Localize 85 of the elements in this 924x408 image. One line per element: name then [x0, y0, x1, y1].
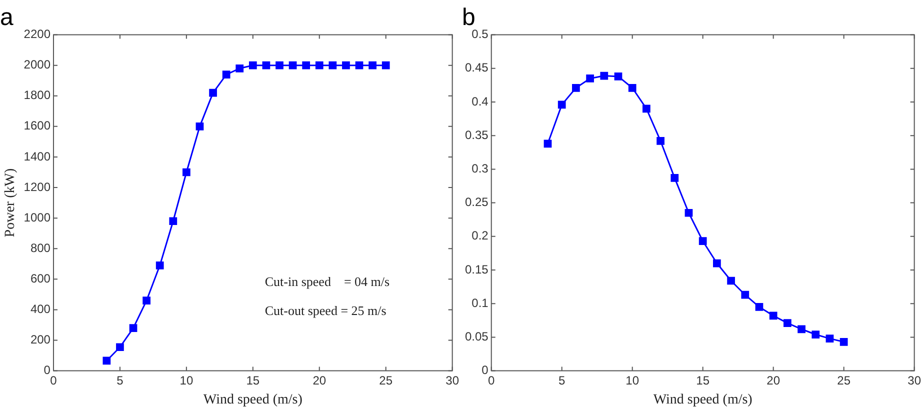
y-axis-title: Power (kW) — [3, 168, 18, 238]
y-tick-label: 0.2 — [472, 228, 489, 243]
y-tick-label: 400 — [30, 302, 51, 316]
point — [600, 72, 608, 80]
point — [248, 61, 257, 70]
annotation: Cut-in speed = 04 m/s — [264, 274, 390, 290]
point — [368, 61, 376, 70]
point — [288, 61, 297, 70]
y-tick-label: 1200 — [24, 180, 51, 194]
y-tick-label: 0.45 — [464, 60, 489, 75]
point — [196, 122, 204, 130]
point — [784, 319, 792, 328]
x-tick-label: 25 — [837, 373, 851, 388]
point — [328, 61, 337, 70]
y-tick-label: 600 — [30, 271, 51, 286]
point — [812, 330, 820, 338]
point — [642, 104, 650, 113]
x-tick-label: 25 — [379, 373, 393, 388]
x-tick-label: 5 — [116, 373, 124, 388]
point — [698, 237, 707, 246]
point — [355, 61, 364, 70]
y-tick-label: 200 — [30, 332, 51, 347]
point — [156, 261, 164, 270]
point — [713, 259, 721, 268]
point — [142, 296, 150, 304]
x-tick-label: 30 — [908, 373, 922, 388]
point — [586, 74, 594, 82]
y-tick-label: 800 — [30, 240, 51, 255]
point — [236, 64, 244, 72]
point — [558, 100, 566, 109]
point — [262, 61, 270, 70]
y-tick-label: 2000 — [24, 58, 51, 72]
x-tick-label: 15 — [696, 373, 710, 388]
y-tick-label: 0 — [482, 363, 489, 378]
point — [544, 140, 552, 148]
point — [382, 61, 390, 70]
point — [656, 137, 664, 145]
y-tick-label: 1400 — [24, 149, 51, 164]
point — [315, 61, 324, 70]
y-tick-label: 2200 — [24, 27, 51, 42]
y-tick-label: 0.35 — [464, 128, 489, 142]
point — [302, 61, 310, 70]
point — [684, 208, 693, 217]
y-tick-label: 0.15 — [464, 262, 489, 276]
point — [727, 276, 735, 285]
x-axis-title: Wind speed (m/s) — [653, 392, 753, 408]
y-tick-label: 0.5 — [472, 27, 489, 42]
point — [826, 334, 834, 342]
point — [129, 324, 138, 332]
point — [798, 325, 806, 334]
point — [276, 61, 284, 70]
x-tick-label: 20 — [312, 373, 326, 388]
chart-title: a — [0, 4, 14, 32]
point — [182, 168, 190, 176]
point — [116, 343, 124, 352]
x-tick-label: 5 — [558, 373, 566, 388]
point — [755, 303, 764, 311]
point — [102, 356, 111, 365]
y-tick-label: 0.25 — [464, 195, 489, 210]
point — [342, 61, 350, 70]
x-tick-label: 20 — [766, 373, 780, 388]
x-tick-label: 30 — [446, 373, 460, 388]
annotation: Cut-out speed = 25 m/s — [264, 303, 386, 318]
point — [840, 338, 848, 346]
point — [572, 84, 580, 92]
x-axis-title: Wind speed (m/s) — [203, 392, 303, 408]
point — [670, 174, 679, 182]
y-tick-label: 0.1 — [472, 296, 489, 310]
y-tick-label: 0.05 — [464, 330, 489, 344]
point — [628, 84, 636, 92]
y-tick-label: 0.4 — [472, 94, 489, 108]
point — [769, 312, 778, 320]
point — [614, 72, 622, 80]
point — [209, 88, 217, 97]
x-tick-label: 10 — [180, 373, 194, 388]
y-tick-label: 0 — [44, 363, 51, 378]
point — [169, 217, 178, 226]
point — [222, 70, 230, 78]
y-tick-label: 1800 — [24, 88, 51, 102]
y-tick-label: 1000 — [24, 210, 51, 224]
y-tick-label: 0.3 — [472, 162, 489, 176]
x-tick-label: 10 — [626, 373, 640, 388]
x-tick-label: 15 — [246, 373, 260, 388]
y-tick-label: 1600 — [24, 118, 51, 133]
point — [741, 290, 750, 299]
